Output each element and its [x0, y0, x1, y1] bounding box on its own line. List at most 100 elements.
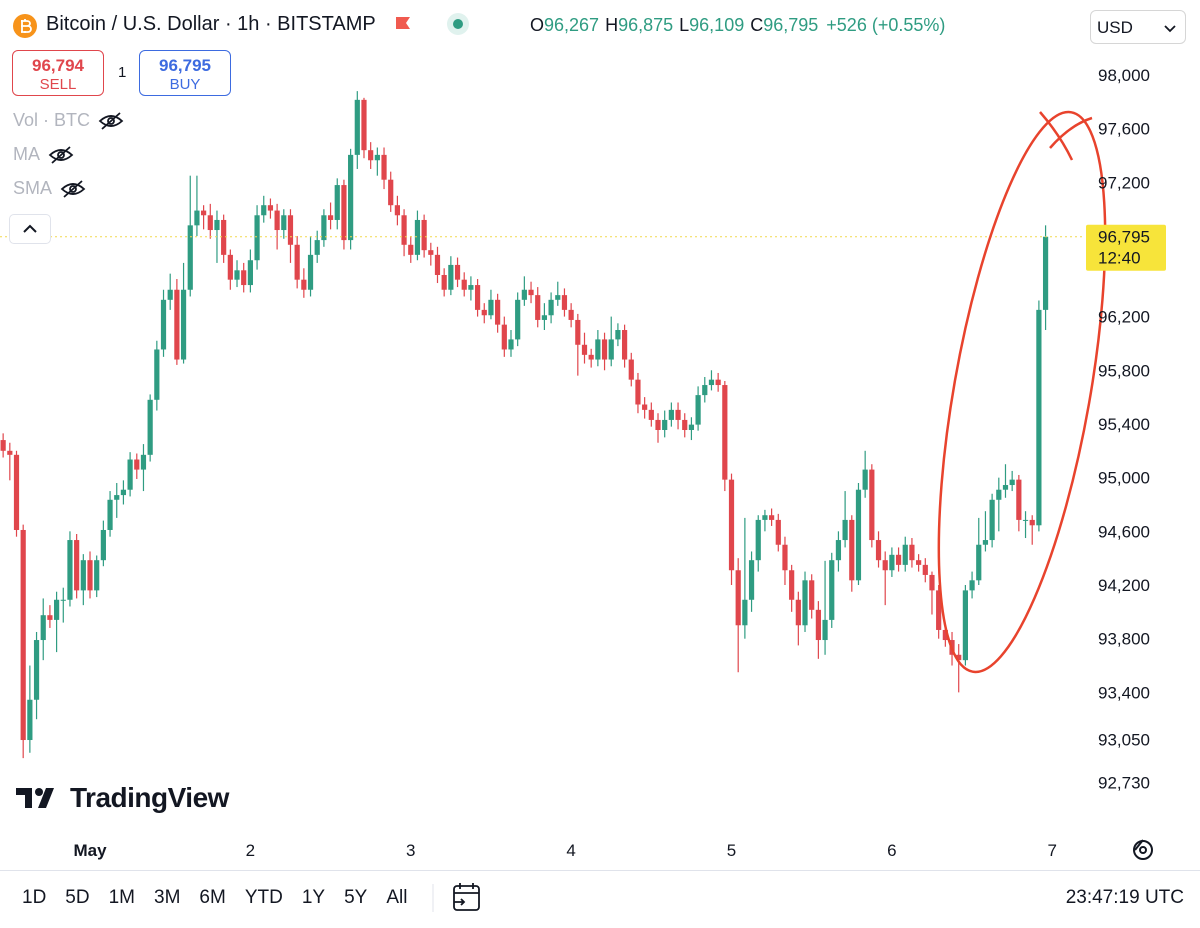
settings-icon-center — [1139, 846, 1147, 854]
candle-body — [334, 185, 340, 220]
candle-body — [488, 299, 494, 316]
sell-label: SELL — [39, 76, 77, 93]
y-tick-label: 97,200 — [1098, 173, 1150, 192]
candle-body — [695, 395, 701, 425]
candle-body — [74, 540, 80, 591]
y-tick-label: 94,600 — [1098, 522, 1150, 541]
sell-button[interactable]: 96,794 SELL — [12, 50, 104, 96]
candle-body — [1042, 236, 1049, 310]
buy-button[interactable]: 96,795 BUY — [139, 50, 231, 96]
indicator-name: SMA — [13, 178, 53, 198]
candle-body — [374, 154, 380, 161]
ohlc-key: L — [679, 15, 690, 35]
candle-body — [474, 285, 481, 310]
y-tick-label: 96,200 — [1098, 308, 1150, 327]
candle-body — [428, 250, 434, 255]
y-tick-label: 93,050 — [1098, 730, 1150, 749]
x-tick-label: 3 — [406, 841, 415, 860]
candle-body — [207, 215, 213, 231]
candle-body — [33, 640, 40, 700]
hidden-icon[interactable] — [98, 111, 124, 131]
y-tick-label: 95,800 — [1098, 361, 1150, 380]
candle-body — [201, 210, 207, 216]
candle-body — [221, 219, 227, 255]
candle-body — [414, 219, 421, 255]
symbol-title[interactable]: Bitcoin / U.S. Dollar · 1h · BITSTAMP — [46, 12, 376, 35]
candle-body — [174, 289, 180, 360]
y-tick-label: 93,400 — [1098, 683, 1150, 702]
candle-body — [267, 205, 274, 211]
y-tick-label: 92,730 — [1098, 773, 1150, 792]
change: +526 (+0.55%) — [826, 15, 946, 35]
candle-body — [789, 570, 795, 600]
annotation-ellipse — [937, 110, 1107, 674]
candle-body — [869, 469, 875, 541]
candle-body — [608, 339, 614, 360]
candle-body — [87, 560, 93, 591]
range-button[interactable]: All — [386, 887, 408, 908]
currency: USD — [1097, 18, 1133, 37]
candle-body — [535, 295, 541, 320]
range-button[interactable]: 5D — [65, 887, 90, 908]
candle-body — [481, 309, 487, 316]
candle-body — [100, 529, 106, 561]
candle-body — [809, 580, 815, 610]
range-button[interactable]: 5Y — [344, 887, 368, 908]
candle-body — [728, 479, 735, 571]
currency-select[interactable]: USD — [1090, 10, 1186, 44]
y-tick-label: 95,000 — [1098, 469, 1150, 488]
last-price-label: 96,795 — [1098, 228, 1150, 247]
candle-body — [748, 560, 755, 600]
date-range-icon[interactable] — [432, 880, 484, 916]
range-buttons: 1D 5D 1M 3M 6M YTD 1Y 5Y All — [22, 887, 407, 909]
range-button[interactable]: 6M — [199, 887, 226, 908]
logo: TradingView — [16, 782, 229, 814]
candle-body — [882, 560, 888, 571]
candle-body — [762, 515, 768, 520]
indicator[interactable]: Vol · BTC — [13, 110, 124, 131]
flag-icon[interactable] — [392, 14, 414, 34]
candle-body — [501, 324, 507, 350]
candle-body — [80, 560, 86, 591]
candle-body — [822, 619, 828, 641]
range-button[interactable]: 1D — [22, 887, 47, 908]
range-button[interactable]: 1M — [108, 887, 135, 908]
candle-body — [261, 205, 267, 216]
y-tick-label: 95,400 — [1098, 415, 1150, 434]
candle-body — [120, 489, 127, 496]
sell-price: 96,794 — [32, 56, 84, 75]
range-button[interactable]: 1Y — [301, 887, 326, 908]
ohlc-value: 96,795 — [763, 15, 819, 35]
hidden-icon[interactable] — [48, 145, 74, 165]
candle-body — [327, 215, 334, 220]
candle-body — [0, 440, 6, 451]
indicator[interactable]: SMA — [13, 178, 86, 199]
hidden-icon[interactable] — [60, 179, 86, 199]
candle-body — [314, 240, 320, 255]
candle-body — [434, 254, 441, 275]
candle-body — [782, 544, 788, 571]
candle-body — [241, 270, 247, 286]
settings-icon[interactable] — [1133, 840, 1153, 860]
indicator[interactable]: MA — [13, 144, 74, 165]
candle-body — [515, 299, 521, 340]
candle-body — [114, 495, 120, 500]
x-tick-label: 7 — [1048, 841, 1057, 860]
candle-body — [321, 215, 327, 241]
candle-body — [495, 299, 501, 325]
candle-body — [962, 590, 968, 661]
x-tick-label: 2 — [246, 841, 255, 860]
candle-body — [20, 529, 26, 741]
candle-body — [615, 330, 621, 340]
candle-body — [394, 205, 400, 216]
candle-body — [588, 354, 594, 360]
btc-icon — [13, 14, 37, 38]
candle-body — [140, 454, 147, 470]
candle-body — [956, 654, 962, 661]
range-button[interactable]: 3M — [154, 887, 181, 908]
range-button[interactable]: YTD — [244, 887, 283, 908]
collapse-button[interactable] — [9, 214, 51, 244]
candle-body — [194, 210, 200, 226]
candle-body — [842, 519, 848, 541]
candle-body — [354, 99, 360, 155]
